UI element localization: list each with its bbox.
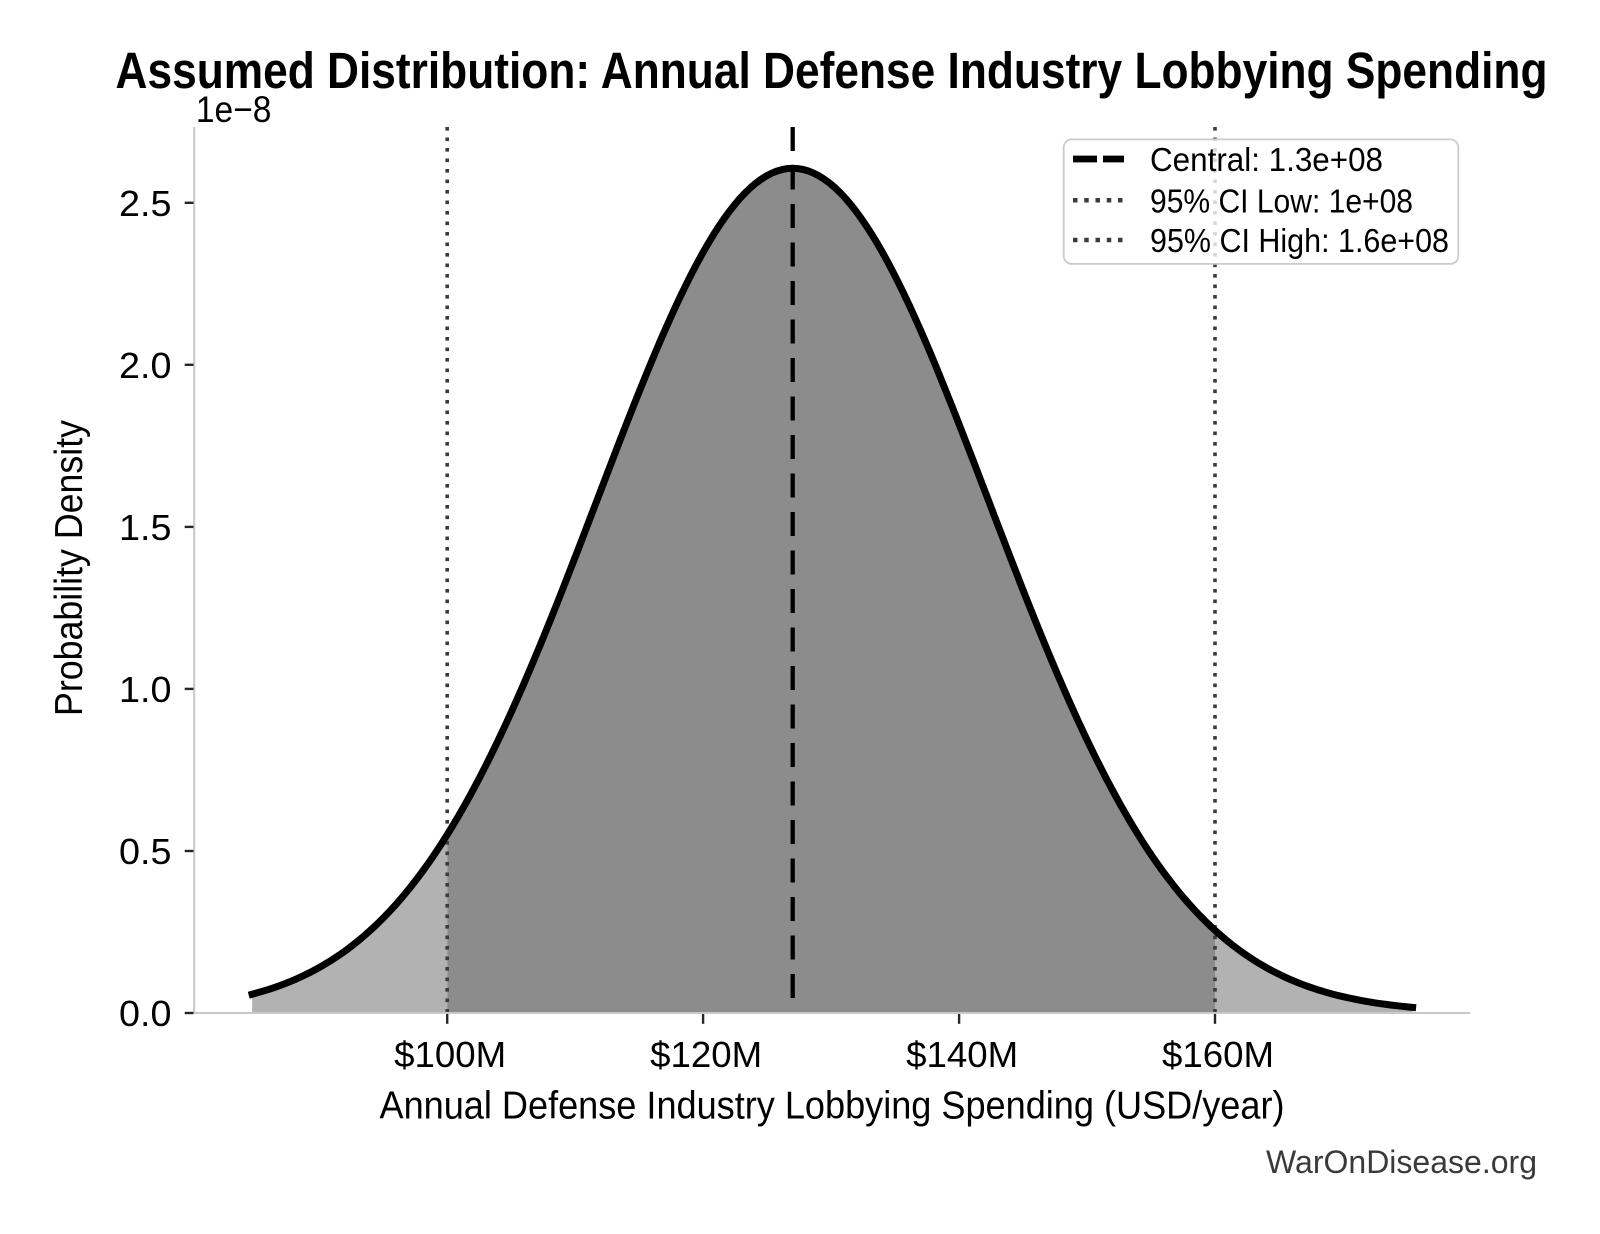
svg-text:1.5: 1.5 xyxy=(119,507,172,548)
svg-text:$100M: $100M xyxy=(394,1034,506,1075)
svg-text:1.0: 1.0 xyxy=(119,669,172,710)
svg-text:1e−8: 1e−8 xyxy=(196,89,272,130)
svg-text:0.0: 0.0 xyxy=(119,993,172,1034)
svg-text:Assumed Distribution: Annual D: Assumed Distribution: Annual Defense Ind… xyxy=(116,42,1548,99)
svg-text:2.5: 2.5 xyxy=(119,183,172,224)
svg-text:Central: 1.3e+08: Central: 1.3e+08 xyxy=(1150,141,1383,178)
svg-text:95% CI High: 1.6e+08: 95% CI High: 1.6e+08 xyxy=(1150,222,1449,259)
svg-text:0.5: 0.5 xyxy=(119,831,172,872)
svg-text:2.0: 2.0 xyxy=(119,345,172,386)
svg-text:$140M: $140M xyxy=(906,1034,1018,1075)
svg-text:$120M: $120M xyxy=(650,1034,762,1075)
svg-text:95% CI Low: 1e+08: 95% CI Low: 1e+08 xyxy=(1150,182,1413,219)
svg-text:$160M: $160M xyxy=(1162,1034,1274,1075)
svg-text:Probability Density: Probability Density xyxy=(48,420,91,716)
svg-text:Annual Defense Industry Lobbyi: Annual Defense Industry Lobbying Spendin… xyxy=(380,1085,1285,1128)
svg-text:WarOnDisease.org: WarOnDisease.org xyxy=(1266,1144,1537,1180)
